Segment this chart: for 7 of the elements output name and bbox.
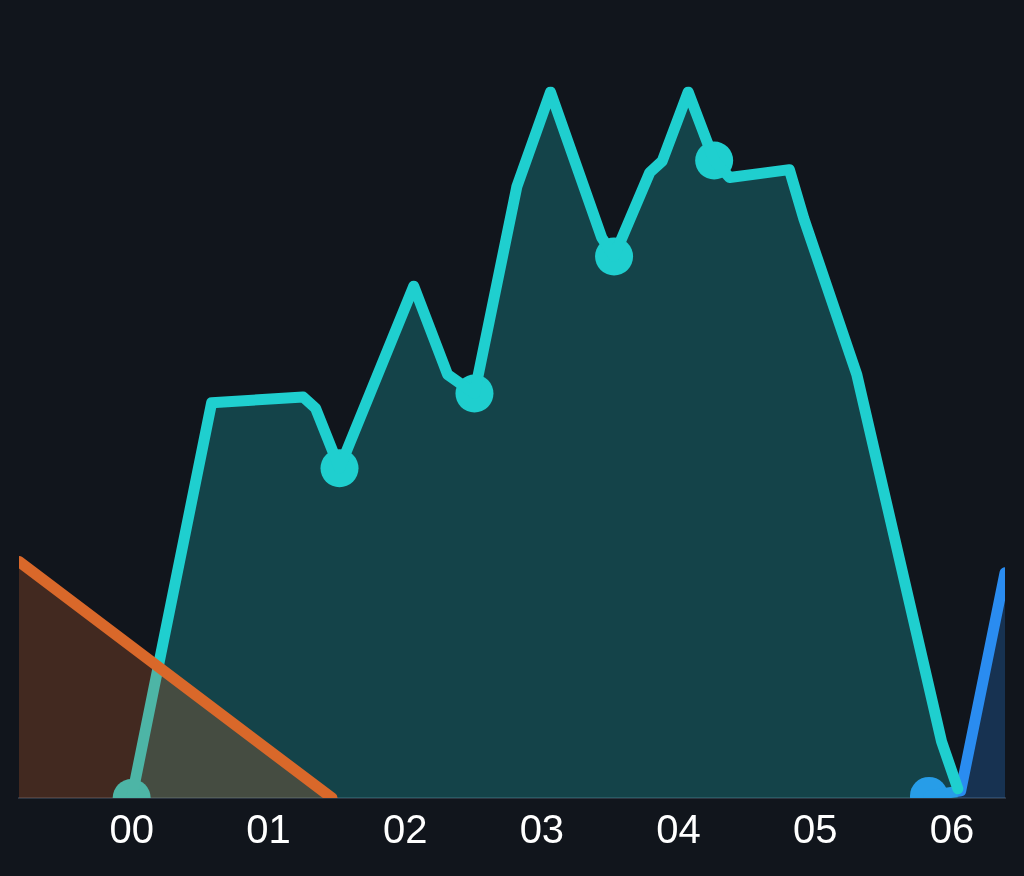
x-tick-label: 04 [656,807,701,852]
x-tick-label: 05 [793,807,838,852]
x-tick-label: 00 [109,807,154,852]
x-tick-label: 03 [519,807,565,852]
x-tick-label: 06 [929,807,975,852]
x-tick-label: 01 [246,807,291,852]
x-tick-label: 02 [382,807,428,852]
